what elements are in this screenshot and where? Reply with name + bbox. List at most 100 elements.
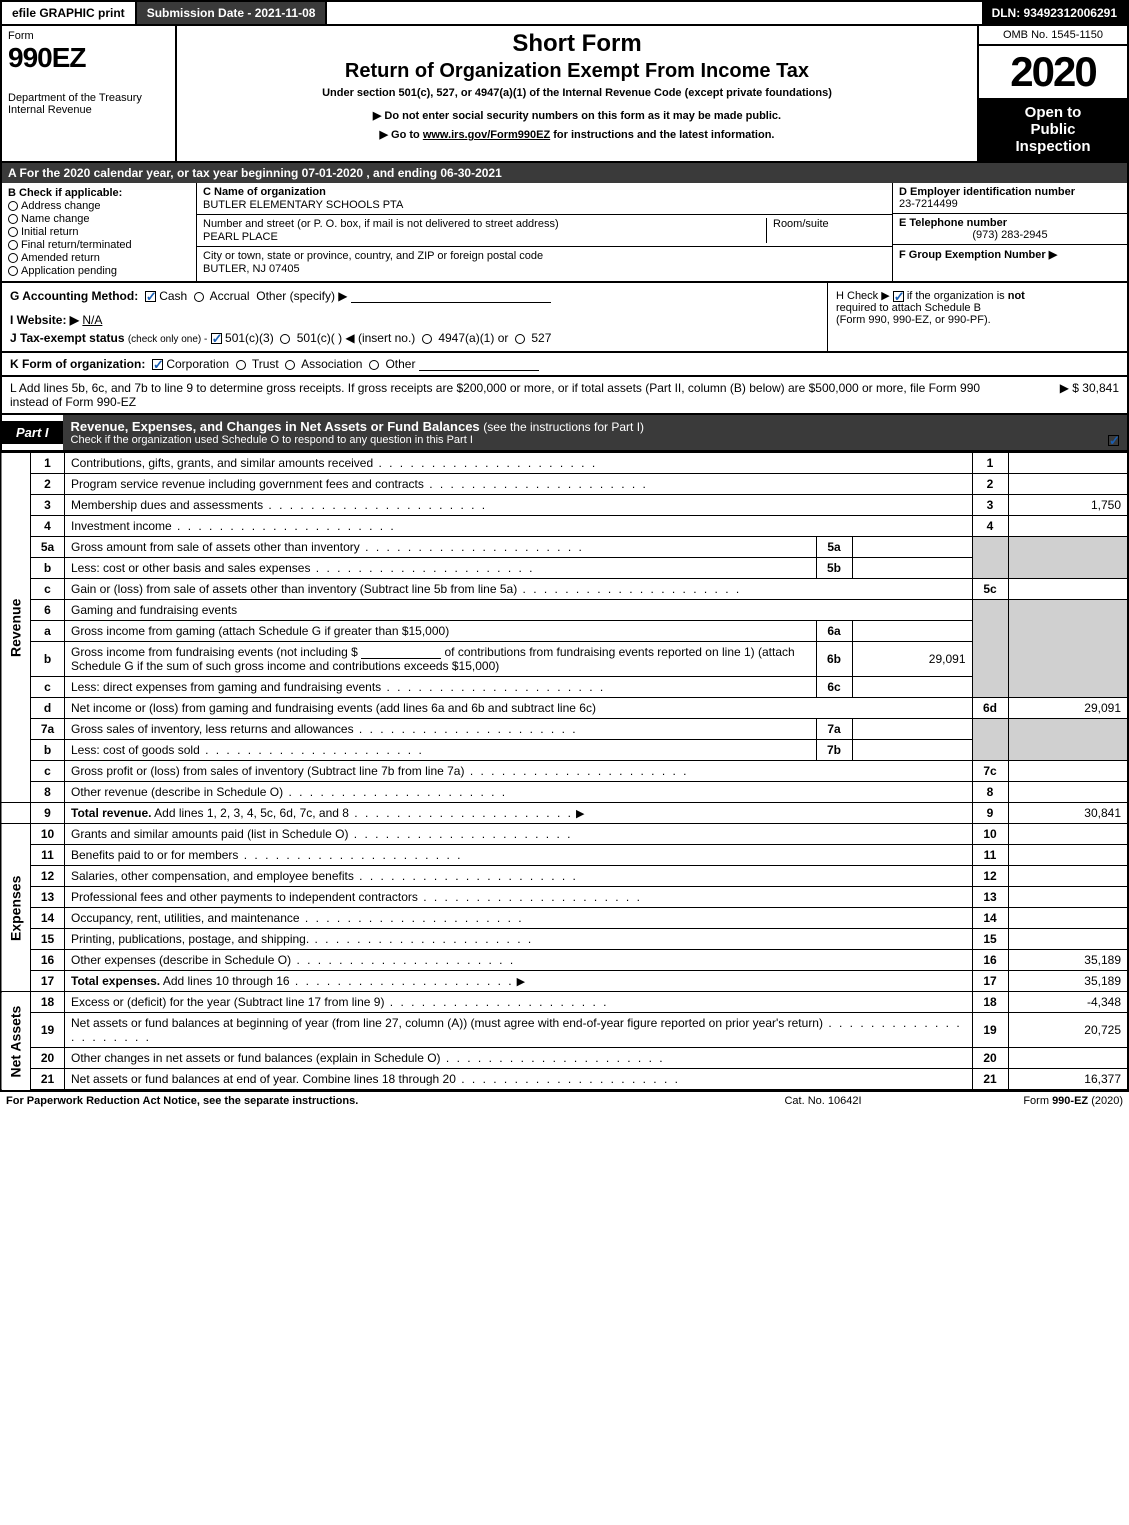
line-6b-desc: Gross income from fundraising events (no… xyxy=(65,642,817,677)
line-6c-desc: Less: direct expenses from gaming and fu… xyxy=(65,677,817,698)
line-16-desc: Other expenses (describe in Schedule O) xyxy=(65,950,973,971)
checkbox-other-org[interactable] xyxy=(369,360,379,370)
line-21-desc: Net assets or fund balances at end of ye… xyxy=(65,1069,973,1091)
line-9-desc: Total revenue. Add lines 1, 2, 3, 4, 5c,… xyxy=(65,803,973,824)
checkbox-cash[interactable] xyxy=(145,291,156,302)
part-1-table: Revenue 1Contributions, gifts, grants, a… xyxy=(0,452,1129,1091)
line-12-desc: Salaries, other compensation, and employ… xyxy=(65,866,973,887)
checkbox-accrual[interactable] xyxy=(194,292,204,302)
box-k: K Form of organization: Corporation Trus… xyxy=(0,353,1129,377)
form-label: Form xyxy=(8,30,169,42)
omb-number: OMB No. 1545-1150 xyxy=(979,26,1127,46)
checkbox-name-change[interactable] xyxy=(8,214,18,224)
tax-year: 2020 xyxy=(979,46,1127,98)
checkbox-schedule-b-not-required[interactable] xyxy=(893,291,904,302)
line-6b-pre: Gross income from fundraising events (no… xyxy=(71,645,358,659)
line-7c-desc: Gross profit or (loss) from sales of inv… xyxy=(65,761,973,782)
line-19-value: 20,725 xyxy=(1008,1013,1128,1048)
top-toolbar: efile GRAPHIC print Submission Date - 20… xyxy=(0,0,1129,26)
line-20-desc: Other changes in net assets or fund bala… xyxy=(65,1048,973,1069)
checkbox-amended-return[interactable] xyxy=(8,253,18,263)
group-exemption-label: F Group Exemption Number ▶ xyxy=(899,249,1057,261)
form-number: 990EZ xyxy=(8,42,169,74)
footer-form-ref: Form 990-EZ (2020) xyxy=(923,1095,1123,1107)
label-application-pending: Application pending xyxy=(21,265,117,277)
part-1-title: Revenue, Expenses, and Changes in Net As… xyxy=(71,419,480,434)
page-footer: For Paperwork Reduction Act Notice, see … xyxy=(0,1091,1129,1110)
l-text: L Add lines 5b, 6c, and 7b to line 9 to … xyxy=(10,381,999,409)
line-9-bold: Total revenue. xyxy=(71,806,151,820)
line-6b-value: 29,091 xyxy=(852,642,972,677)
checkbox-4947a1[interactable] xyxy=(422,334,432,344)
goto-link[interactable]: www.irs.gov/Form990EZ xyxy=(423,129,550,141)
inspection: Inspection xyxy=(983,138,1123,155)
line-5a-desc: Gross amount from sale of assets other t… xyxy=(65,537,817,558)
street-label: Number and street (or P. O. box, if mail… xyxy=(203,218,766,230)
under-section-text: Under section 501(c), 527, or 4947(a)(1)… xyxy=(185,87,969,99)
checkbox-501c3[interactable] xyxy=(211,333,222,344)
tax-exempt-label: J Tax-exempt status xyxy=(10,331,125,345)
line-15-desc: Printing, publications, postage, and shi… xyxy=(65,929,973,950)
form-header: Form 990EZ Department of the Treasury In… xyxy=(0,26,1129,163)
line-19-desc: Net assets or fund balances at beginning… xyxy=(65,1013,973,1048)
label-initial-return: Initial return xyxy=(21,226,78,238)
line-21-value: 16,377 xyxy=(1008,1069,1128,1091)
city-value: BUTLER, NJ 07405 xyxy=(203,263,886,275)
other-org-field[interactable] xyxy=(419,357,539,371)
label-address-change: Address change xyxy=(21,200,101,212)
line-14-desc: Occupancy, rent, utilities, and maintena… xyxy=(65,908,973,929)
part-1-tag: Part I xyxy=(2,421,63,444)
checkbox-501c[interactable] xyxy=(280,334,290,344)
box-l: L Add lines 5b, 6c, and 7b to line 9 to … xyxy=(0,377,1129,415)
line-5b-desc: Less: cost or other basis and sales expe… xyxy=(65,558,817,579)
goto-post: for instructions and the latest informat… xyxy=(550,129,774,141)
line-5c-desc: Gain or (loss) from sale of assets other… xyxy=(65,579,973,600)
efile-print-button[interactable]: efile GRAPHIC print xyxy=(2,2,135,24)
checkbox-corporation[interactable] xyxy=(152,359,163,370)
footer-paperwork: For Paperwork Reduction Act Notice, see … xyxy=(6,1095,723,1107)
part-1-title-wrap: Revenue, Expenses, and Changes in Net As… xyxy=(63,415,1127,450)
part-1-title-sub: (see the instructions for Part I) xyxy=(483,420,644,434)
checkbox-association[interactable] xyxy=(285,360,295,370)
line-2-desc: Program service revenue including govern… xyxy=(65,474,973,495)
label-501c: 501(c)( ) ◀ (insert no.) xyxy=(297,331,416,345)
box-b-title: B Check if applicable: xyxy=(8,187,122,199)
checkbox-527[interactable] xyxy=(515,334,525,344)
checkbox-application-pending[interactable] xyxy=(8,266,18,276)
open-to: Open to xyxy=(983,104,1123,121)
public: Public xyxy=(983,121,1123,138)
label-amended-return: Amended return xyxy=(21,252,100,264)
other-specify-field[interactable] xyxy=(351,289,551,303)
line-18-value: -4,348 xyxy=(1008,992,1128,1013)
line-1-desc: Contributions, gifts, grants, and simila… xyxy=(65,453,973,474)
open-public-badge: Open to Public Inspection xyxy=(979,98,1127,161)
checkbox-initial-return[interactable] xyxy=(8,227,18,237)
line-6b-amount-field[interactable] xyxy=(361,645,441,659)
line-17-bold: Total expenses. xyxy=(71,974,160,988)
submission-date-button[interactable]: Submission Date - 2021-11-08 xyxy=(135,2,328,24)
return-title: Return of Organization Exempt From Incom… xyxy=(185,60,969,83)
ssn-warning: ▶ Do not enter social security numbers o… xyxy=(185,109,969,122)
line-13-desc: Professional fees and other payments to … xyxy=(65,887,973,908)
expenses-vlabel: Expenses xyxy=(1,824,31,992)
checkbox-trust[interactable] xyxy=(236,360,246,370)
box-c: C Name of organization BUTLER ELEMENTARY… xyxy=(197,183,892,281)
part-1-check-text: Check if the organization used Schedule … xyxy=(71,434,473,446)
checkbox-final-return[interactable] xyxy=(8,240,18,250)
line-6a-desc: Gross income from gaming (attach Schedul… xyxy=(65,621,817,642)
checkbox-address-change[interactable] xyxy=(8,201,18,211)
line-9-rest: Add lines 1, 2, 3, 4, 5c, 6d, 7c, and 8 xyxy=(154,806,573,820)
label-final-return: Final return/terminated xyxy=(21,239,132,251)
footer-form-pre: Form xyxy=(1023,1095,1052,1107)
line-10-desc: Grants and similar amounts paid (list in… xyxy=(65,824,973,845)
header-mid: Short Form Return of Organization Exempt… xyxy=(177,26,977,161)
line-6d-value: 29,091 xyxy=(1008,698,1128,719)
label-name-change: Name change xyxy=(21,213,90,225)
goto-line: ▶ Go to www.irs.gov/Form990EZ for instru… xyxy=(185,128,969,141)
goto-pre: ▶ Go to xyxy=(380,129,423,141)
h-text3: required to attach Schedule B xyxy=(836,302,981,314)
header-left: Form 990EZ Department of the Treasury In… xyxy=(2,26,177,161)
checkbox-schedule-o-used[interactable] xyxy=(1108,435,1119,446)
footer-form-post: (2020) xyxy=(1088,1095,1123,1107)
label-association: Association xyxy=(301,357,362,371)
